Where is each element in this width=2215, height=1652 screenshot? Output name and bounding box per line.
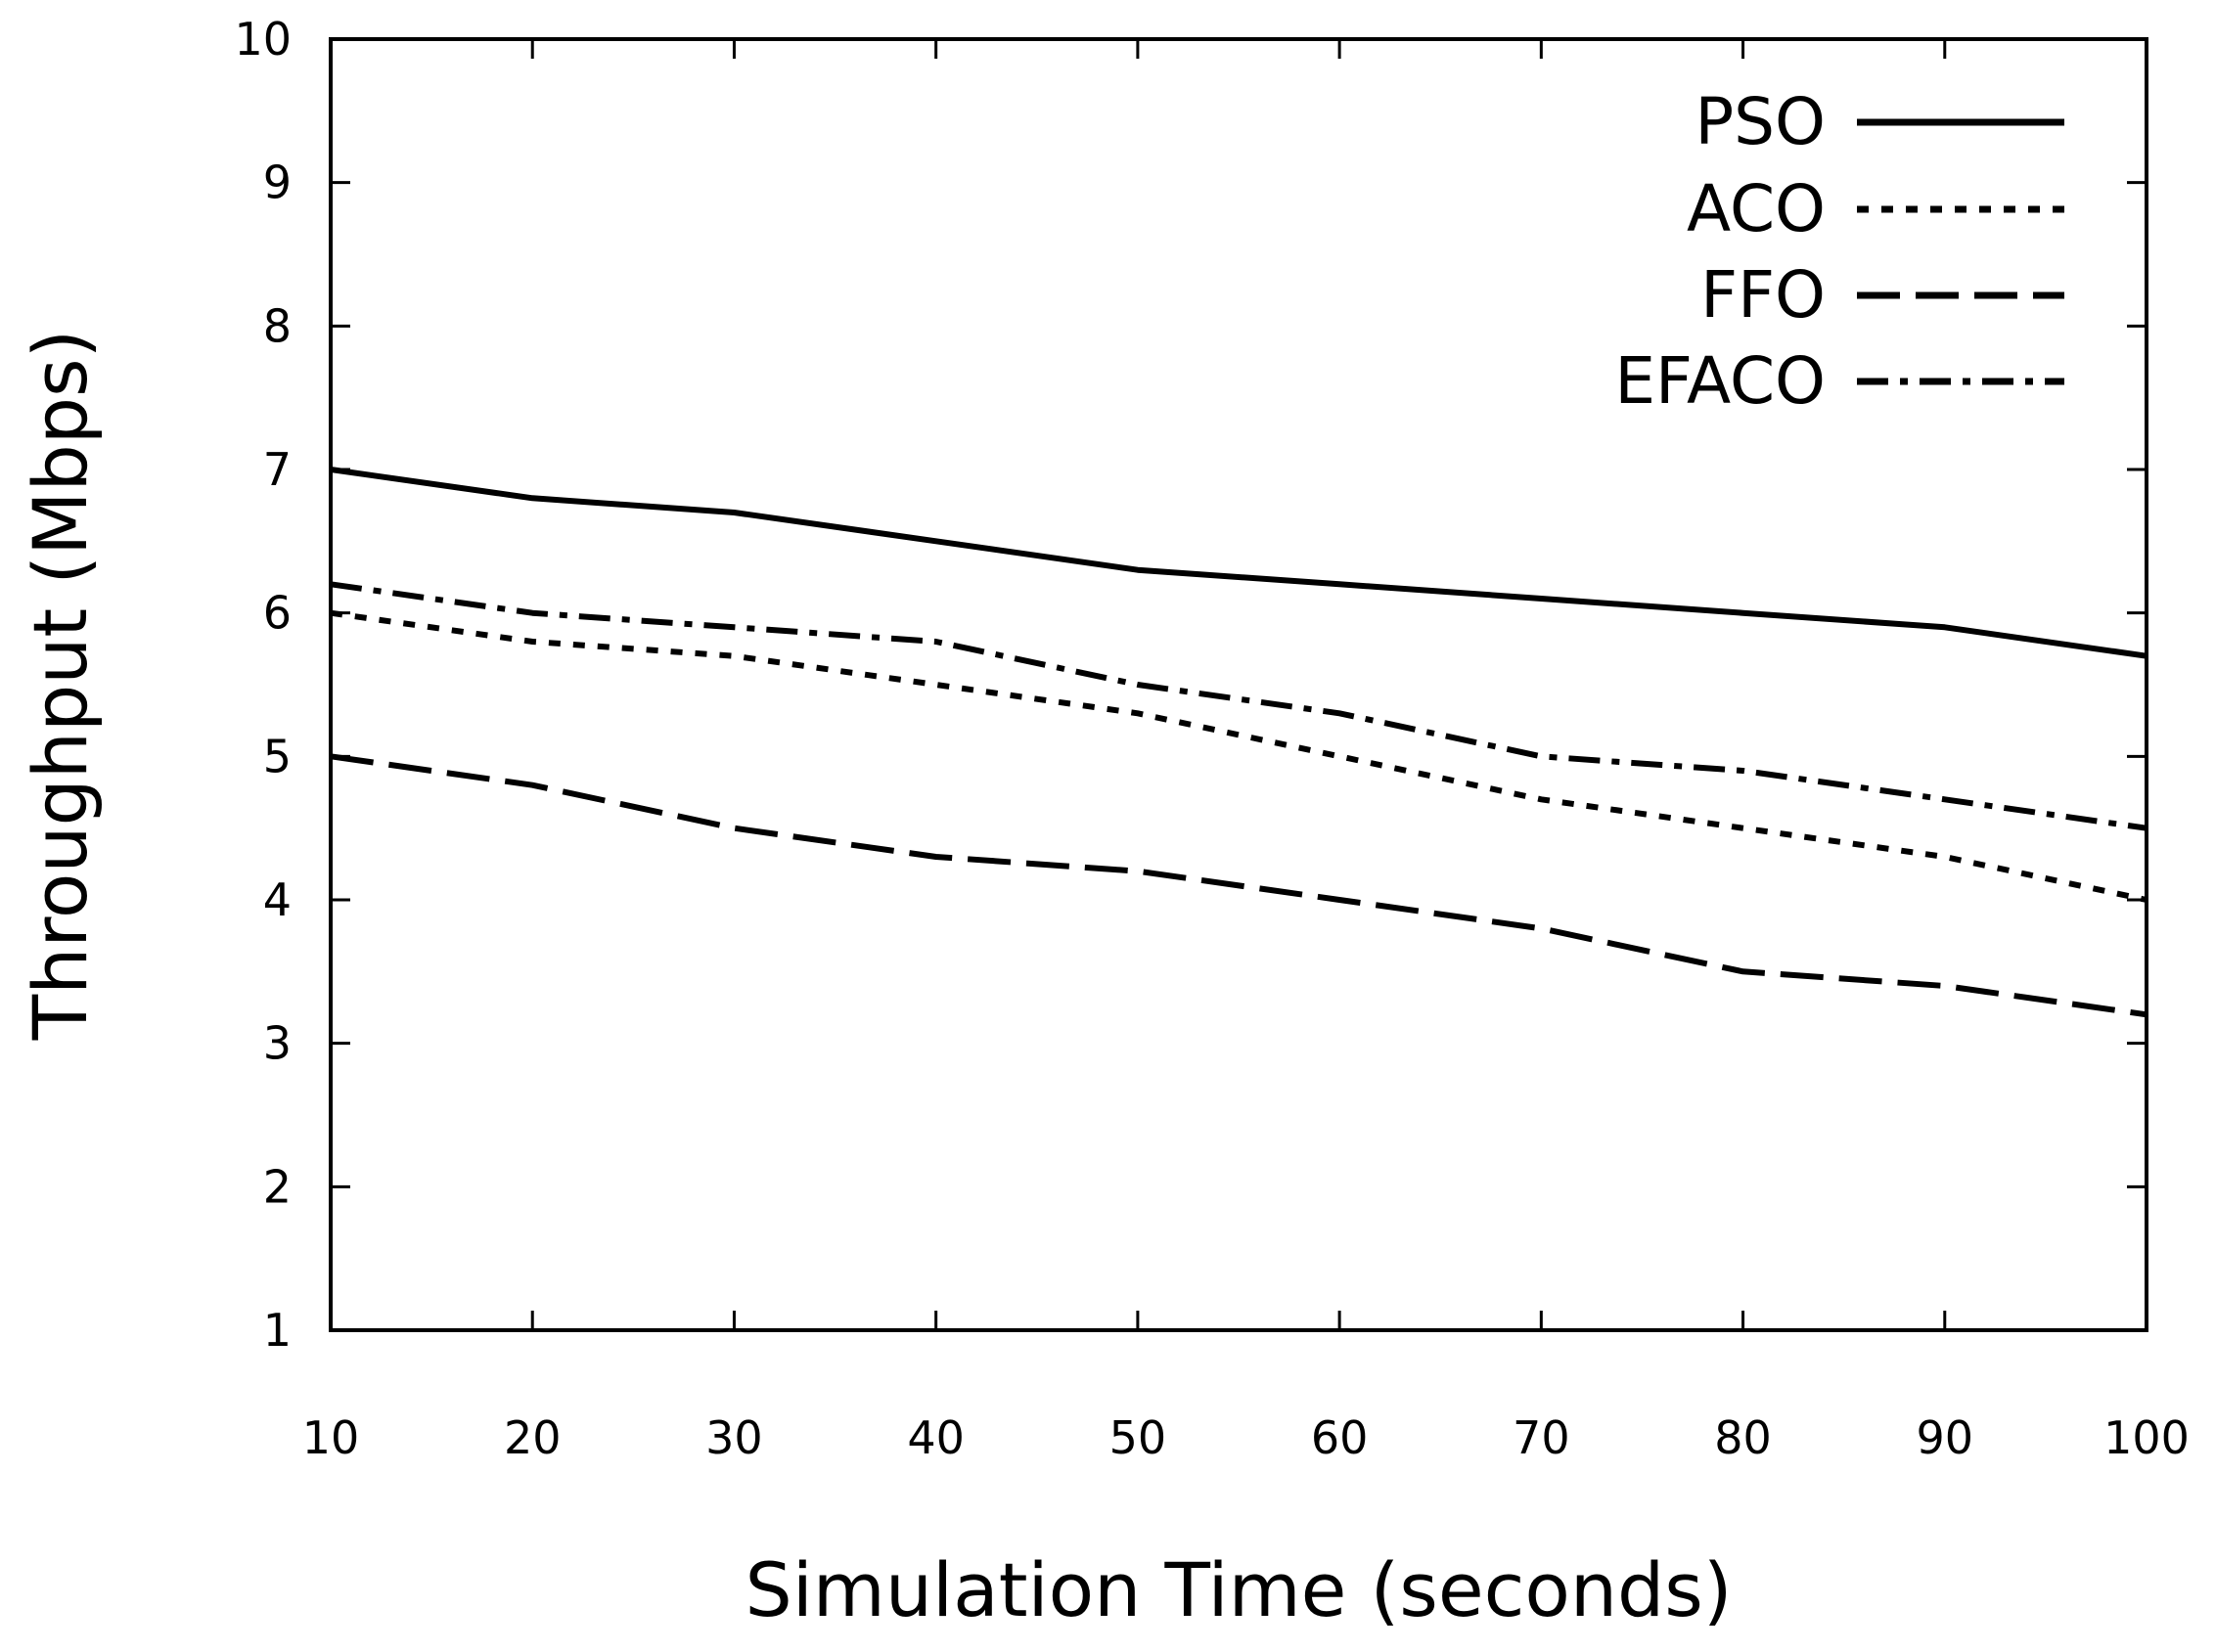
x-tick-label: 20 [504, 1411, 562, 1464]
y-tick-label: 1 [263, 1304, 292, 1357]
y-tick-label: 10 [234, 13, 292, 66]
tick-labels: 10 20 30 40 50 60 70 80 90 100 1 2 3 4 5 6 7 8 9 10 [234, 13, 2189, 1464]
legend-label-aco: ACO [1687, 171, 1826, 246]
legend-label-ffo: FFO [1700, 257, 1826, 333]
series-line-pso [330, 467, 2147, 659]
plot-frame [329, 37, 2148, 1332]
x-tick-label: 10 [302, 1411, 360, 1464]
series-line-ffo [330, 753, 2147, 1018]
x-tick-label: 100 [2103, 1411, 2190, 1464]
x-tick-label: 80 [1714, 1411, 1772, 1464]
y-tick-label: 9 [263, 156, 292, 209]
x-tick-label: 60 [1311, 1411, 1369, 1464]
x-tick-label: 40 [907, 1411, 965, 1464]
y-tick-label: 2 [263, 1160, 292, 1213]
y-tick-label: 5 [263, 730, 292, 782]
y-tick-label: 8 [263, 299, 292, 352]
y-tick-label: 6 [263, 587, 292, 640]
x-tick-label: 50 [1109, 1411, 1167, 1464]
y-axis-title: Throughput (Mbps) [17, 330, 104, 1042]
series-line-efaco [330, 581, 2147, 831]
y-tick-label: 4 [263, 873, 292, 926]
x-tick-label: 30 [705, 1411, 763, 1464]
legend-label-efaco: EFACO [1614, 343, 1826, 419]
series-lines [330, 467, 2147, 1018]
y-tick-label: 3 [263, 1017, 292, 1070]
axis-ticks [331, 39, 2147, 1330]
series-line-aco [330, 609, 2147, 903]
y-tick-label: 7 [263, 443, 292, 496]
x-tick-label: 90 [1917, 1411, 1974, 1464]
x-axis-title: Simulation Time (seconds) [745, 1546, 1732, 1633]
x-tick-label: 70 [1513, 1411, 1570, 1464]
legend-label-pso: PSO [1695, 84, 1826, 159]
legend: PSO ACO FFO EFACO [1614, 84, 2064, 419]
